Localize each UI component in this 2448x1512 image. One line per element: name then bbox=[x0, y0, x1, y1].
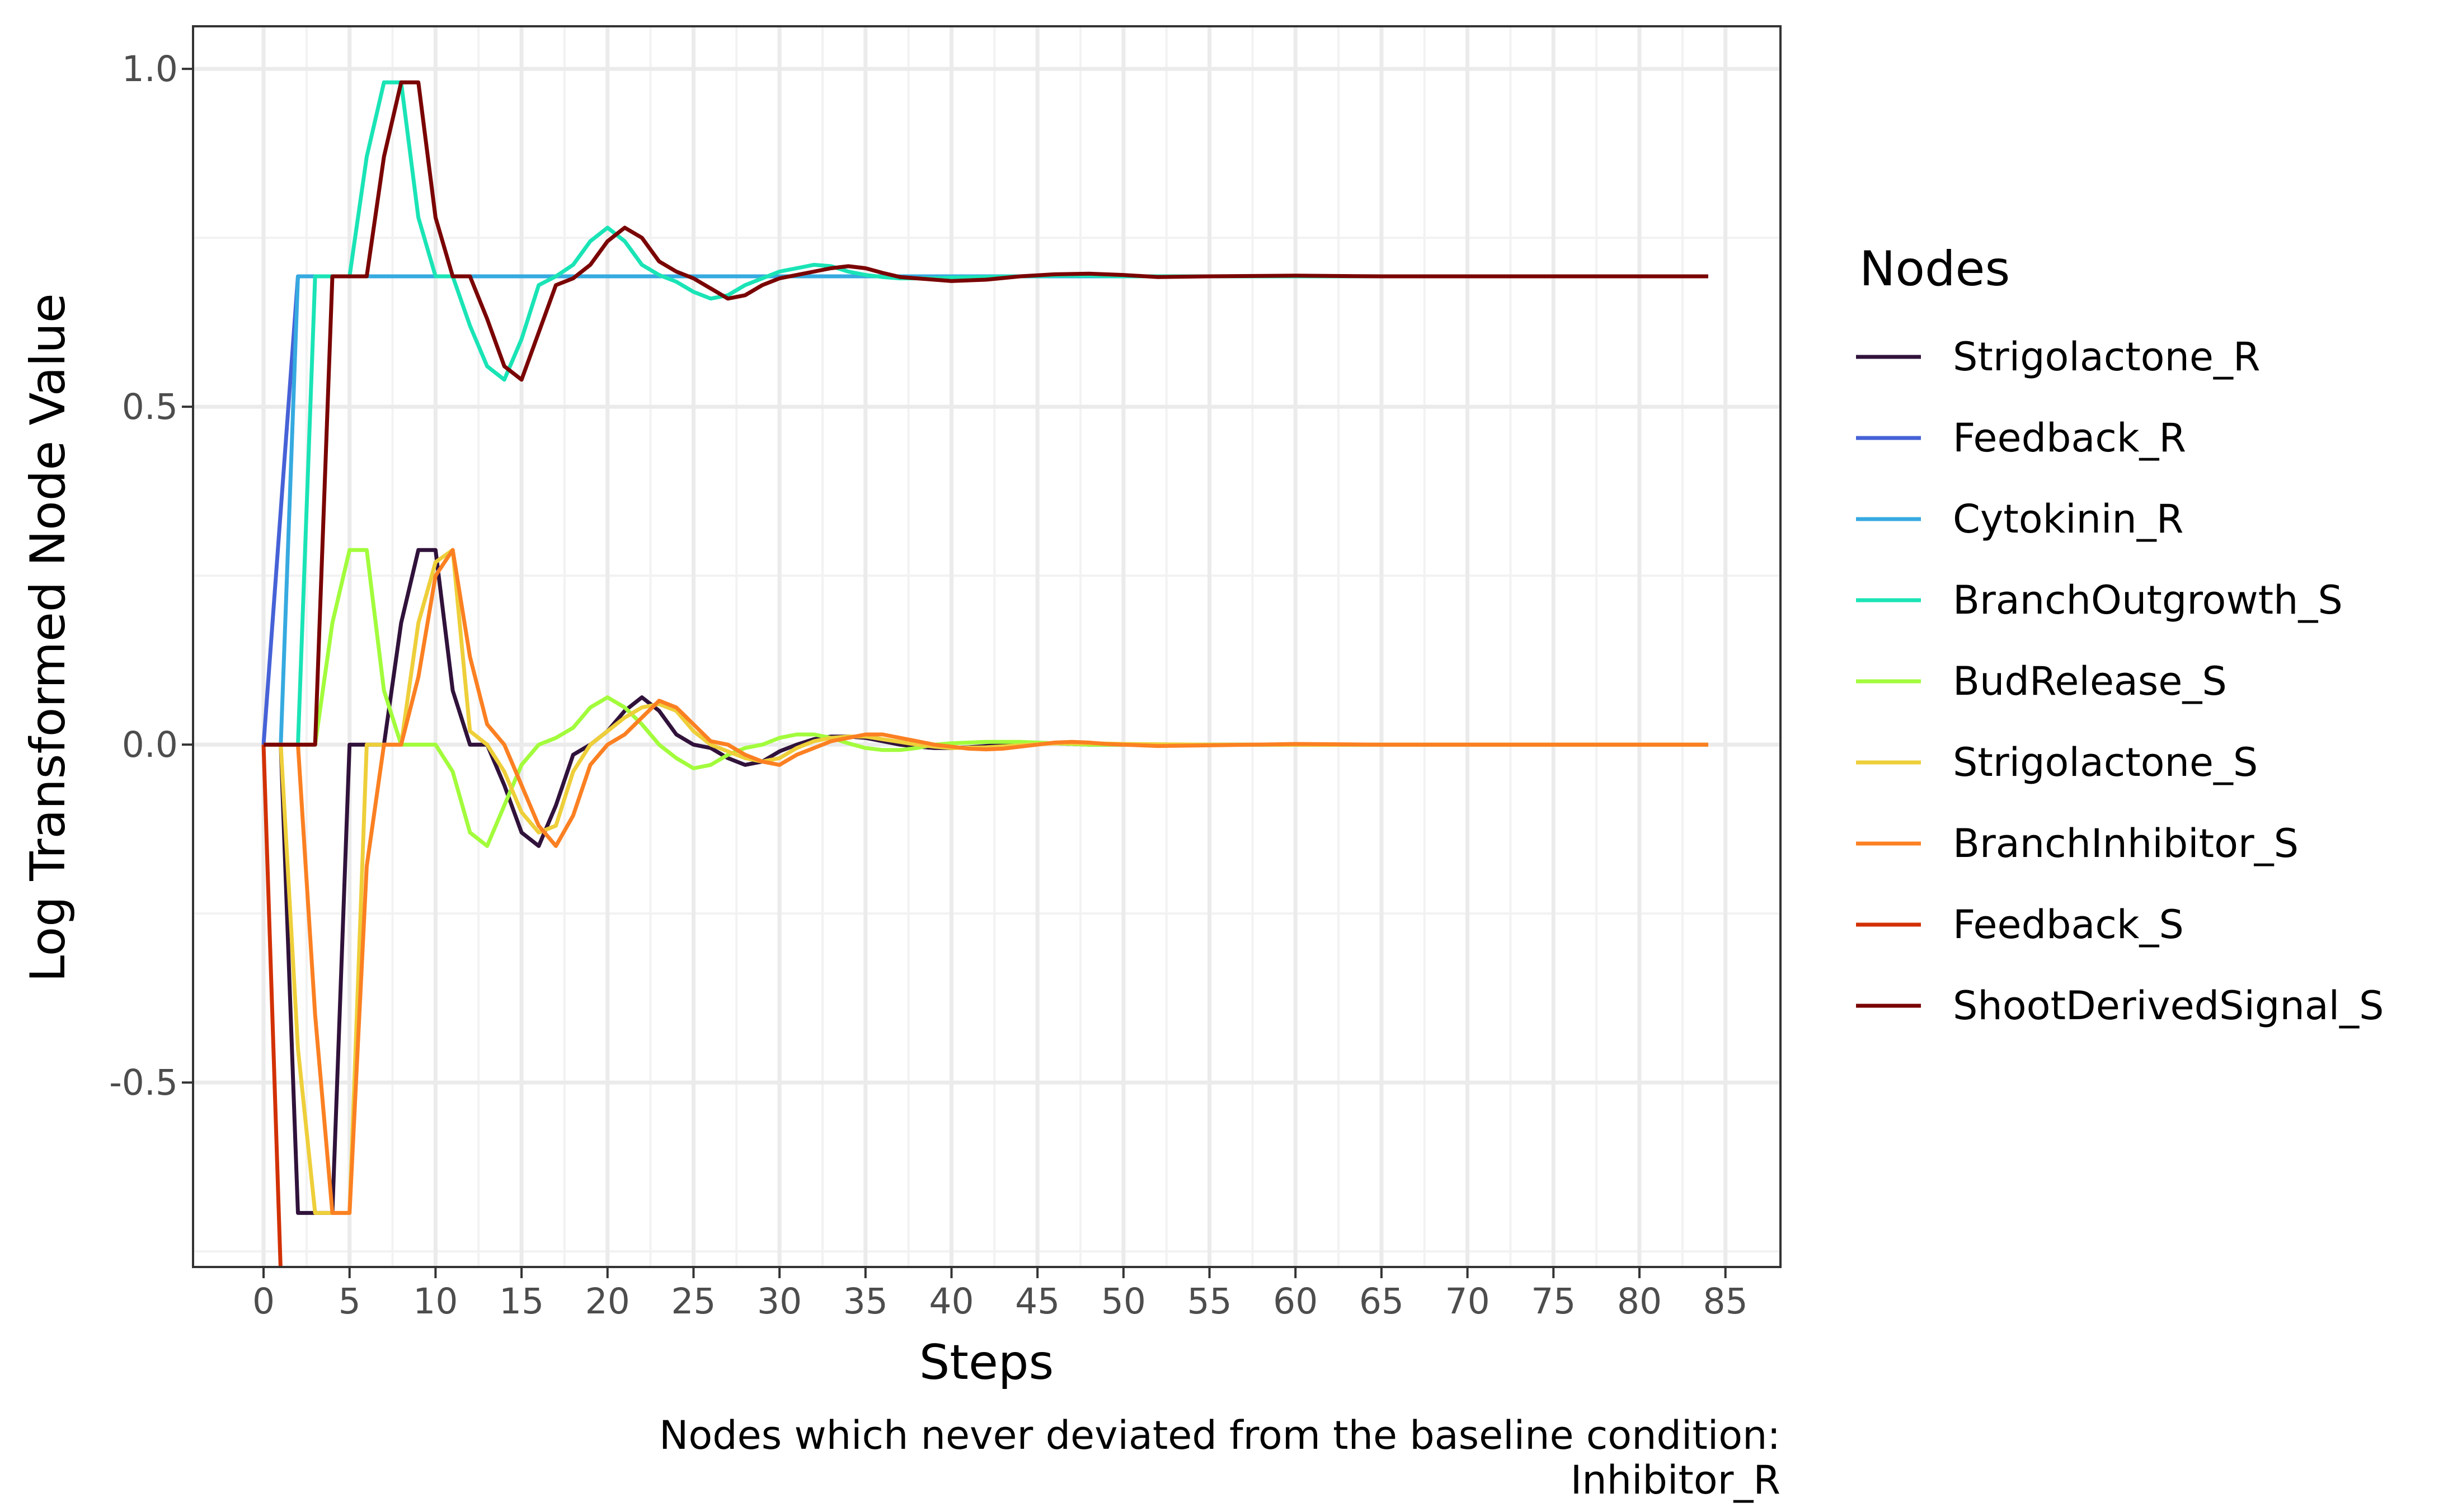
legend-label: Feedback_R bbox=[1953, 415, 2186, 461]
legend-label: Strigolactone_R bbox=[1953, 334, 2261, 380]
legend-items: Strigolactone_R Feedback_R Cytokinin_R Bran… bbox=[1856, 334, 2384, 1029]
y-axis-title: Log Transformed Node Value bbox=[20, 293, 76, 982]
caption-line-1: Nodes which never deviated from the base… bbox=[659, 1412, 1780, 1458]
y-tick-label: 0.5 bbox=[122, 387, 178, 427]
legend-title: Nodes bbox=[1859, 241, 2010, 297]
x-tick-label: 30 bbox=[757, 1281, 802, 1322]
x-tick-label: 50 bbox=[1101, 1281, 1146, 1322]
legend-label: Strigolactone_S bbox=[1953, 739, 2258, 785]
series-line-shootderivedsignal-s bbox=[264, 80, 1708, 747]
legend-label: BudRelease_S bbox=[1953, 658, 2227, 704]
x-tick-label: 60 bbox=[1273, 1281, 1318, 1322]
legend-label: Cytokinin_R bbox=[1953, 496, 2183, 542]
x-tick-label: 70 bbox=[1445, 1281, 1490, 1322]
x-tick-label: 55 bbox=[1187, 1281, 1232, 1322]
y-tick-label: -0.5 bbox=[109, 1062, 178, 1103]
x-tick-label: 75 bbox=[1531, 1281, 1576, 1322]
x-tick-label: 65 bbox=[1359, 1281, 1404, 1322]
legend-label: ShootDerivedSignal_S bbox=[1953, 983, 2384, 1029]
series-line-branchinhibitor-s bbox=[264, 548, 1708, 1215]
legend-label: BranchOutgrowth_S bbox=[1953, 577, 2343, 623]
legend-label: Feedback_S bbox=[1953, 902, 2184, 948]
series-line-feedback-s bbox=[261, 745, 283, 1267]
legend-label: BranchInhibitor_S bbox=[1953, 821, 2299, 866]
x-tick-label: 85 bbox=[1703, 1281, 1748, 1322]
x-tick-label: 0 bbox=[252, 1281, 275, 1322]
x-tick-label: 10 bbox=[413, 1281, 458, 1322]
x-axis-title: Steps bbox=[919, 1335, 1054, 1391]
x-tick-label: 25 bbox=[671, 1281, 716, 1322]
series-lines bbox=[261, 80, 1708, 1267]
grid-major bbox=[193, 26, 1780, 1267]
y-axis: -0.5 0.0 0.5 1.0 bbox=[109, 49, 193, 1103]
x-tick-label: 40 bbox=[929, 1281, 974, 1322]
x-tick-label: 35 bbox=[843, 1281, 888, 1322]
legend: Nodes Strigolactone_R Feedback_R Cytokinin… bbox=[1856, 241, 2384, 1029]
x-tick-label: 20 bbox=[585, 1281, 630, 1322]
y-tick-label: 0.0 bbox=[122, 724, 178, 765]
caption-line-2: Inhibitor_R bbox=[1571, 1457, 1780, 1503]
x-axis: 0 5 10 15 20 25 30 35 40 45 50 55 60 65 70 75 80 85 bbox=[252, 1267, 1748, 1322]
x-tick-label: 5 bbox=[339, 1281, 361, 1322]
x-tick-label: 15 bbox=[499, 1281, 544, 1322]
grid-minor bbox=[193, 26, 1780, 1267]
plot-panel-border bbox=[192, 25, 1782, 1268]
y-tick-label: 1.0 bbox=[122, 49, 178, 90]
x-tick-label: 80 bbox=[1617, 1281, 1662, 1322]
x-tick-label: 45 bbox=[1015, 1281, 1060, 1322]
